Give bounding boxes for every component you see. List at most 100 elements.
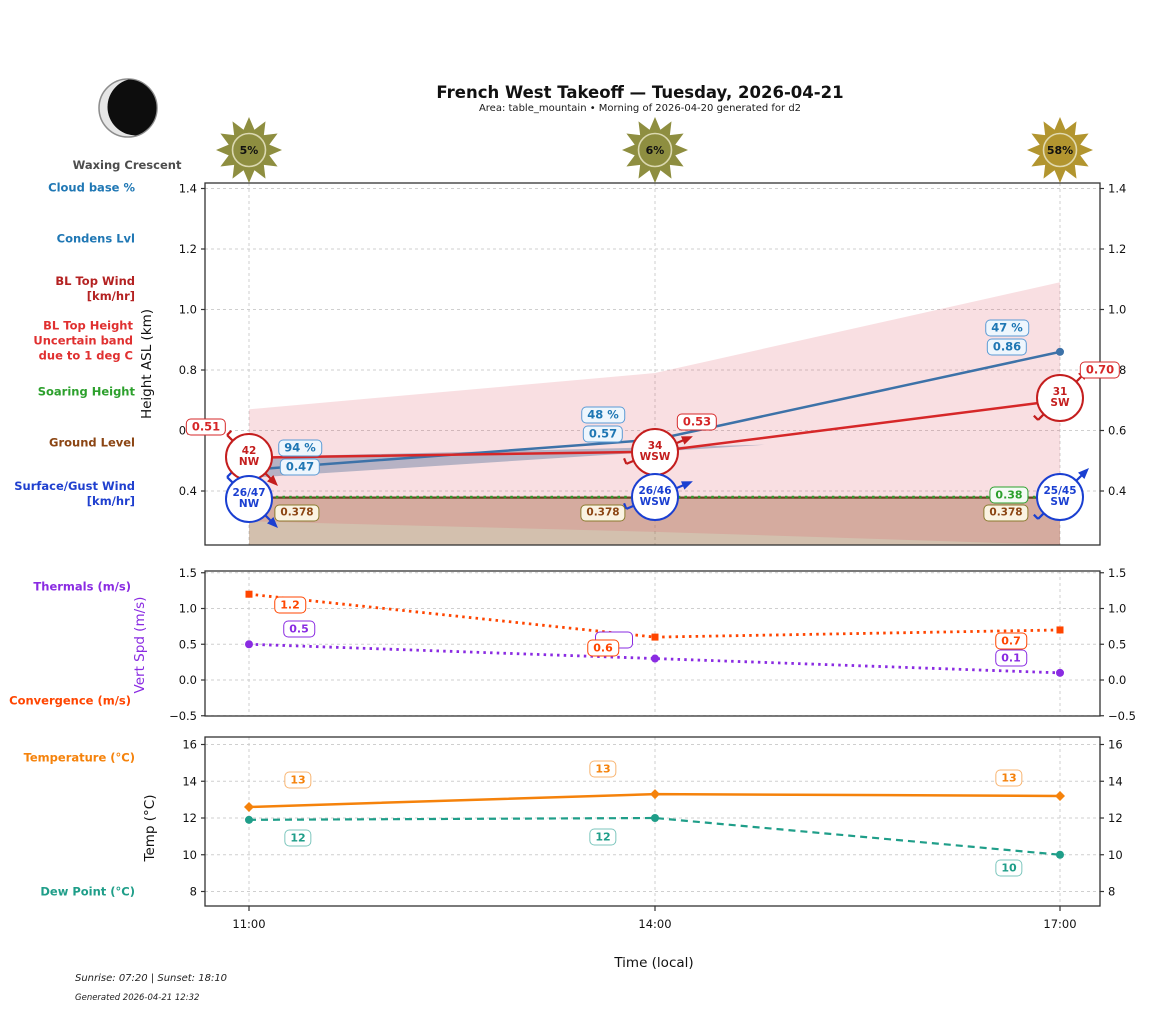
ytick-label-right: 16 xyxy=(1108,738,1123,752)
sun-percent-label: 58% xyxy=(1047,144,1073,157)
bl-top-height-label: 0.51 xyxy=(185,418,227,436)
ytick-label-left: 16 xyxy=(182,738,197,752)
ytick-label-right: 8 xyxy=(1108,885,1115,899)
bl-top-wind-marker-text: 42 xyxy=(241,444,257,457)
legend-surface-gust-wind-line: Surface/Gust Wind xyxy=(14,479,135,493)
legend-bl-top-wind: BL Top Wind [km/hr] xyxy=(55,274,135,304)
ytick-label-left: 0.4 xyxy=(179,484,197,498)
condens-lvl-label: 0.86 xyxy=(986,338,1028,356)
bl-top-wind-marker-text: SW xyxy=(1050,397,1070,409)
ytick-label-left: 0.0 xyxy=(179,673,197,687)
bl-top-wind-marker: 34 WSW xyxy=(631,428,679,476)
legend-condens-lvl: Condens Lvl xyxy=(57,232,135,247)
ytick-label-right: 1.2 xyxy=(1108,242,1126,256)
thermals-marker xyxy=(245,640,253,649)
legend-temperature: Temperature (°C) xyxy=(24,751,135,766)
ytick-label-right: −0.5 xyxy=(1108,709,1136,723)
condens-lvl-marker xyxy=(1056,347,1064,356)
ytick-label-right: 1.4 xyxy=(1108,182,1126,196)
page-subtitle: Area: table_mountain • Morning of 2026-0… xyxy=(478,103,802,114)
dew-point-marker xyxy=(245,815,253,824)
bl-top-wind-marker-text: 34 xyxy=(647,439,663,452)
thermals-label: 0.5 xyxy=(283,620,315,638)
cloud-base-pct-label: 48 % xyxy=(581,406,625,424)
ytick-label-right: 0.6 xyxy=(1108,424,1126,438)
series-dew-point xyxy=(248,816,1061,856)
plot-border xyxy=(204,736,1101,907)
sun-percent-label: 6% xyxy=(646,144,665,157)
temperature-label: 13 xyxy=(589,760,617,778)
legend-condens-lvl-line: Condens Lvl xyxy=(56,231,135,246)
ytick-label-right: 0.0 xyxy=(1108,673,1126,687)
xtick-label: 11:00 xyxy=(232,917,265,931)
ytick-label-left: 0.5 xyxy=(179,637,197,651)
surface-wind-marker: 25/45 SW xyxy=(1036,473,1084,521)
plot-border xyxy=(204,570,1101,717)
wind-barb-hook xyxy=(226,430,233,436)
page-title: French West Takeoff — Tuesday, 2026-04-2… xyxy=(436,83,844,102)
legend-bl-top-wind-line: [km/hr] xyxy=(86,289,135,303)
legend-bl-top-height-line: Uncertain band xyxy=(33,333,133,348)
temperature-label: 13 xyxy=(284,771,312,789)
ytick-label-left: 12 xyxy=(182,811,197,825)
wind-arrow-head xyxy=(267,517,278,528)
legend-surface-gust-wind: Surface/Gust Wind [km/hr] xyxy=(14,479,135,509)
wind-arrow-head xyxy=(680,436,693,445)
ytick-label-right: 1.0 xyxy=(1108,303,1126,317)
series-thermals xyxy=(248,642,1061,675)
ytick-label-right: 12 xyxy=(1108,811,1123,825)
series-convergence xyxy=(248,592,1061,639)
xtick-label: 17:00 xyxy=(1043,917,1076,931)
legend-bl-top-height: BL Top Height Uncertain band due to 1 deg … xyxy=(33,319,133,364)
cloud-base-pct-label: 47 % xyxy=(985,319,1029,337)
surface-wind-marker: 26/46 WSW xyxy=(631,473,679,521)
legend-dew-point: Dew Point (°C) xyxy=(40,885,135,900)
bl-top-wind-marker: 42 NW xyxy=(225,433,273,481)
bl-top-uncertainty-band xyxy=(249,282,1060,545)
surface-wind-marker-text: WSW xyxy=(639,496,671,508)
condens-uncertainty-wedge xyxy=(249,444,765,478)
ytick-label-left: 1.4 xyxy=(179,182,197,196)
convergence-marker xyxy=(651,633,659,641)
sun-icon-disc xyxy=(1042,132,1078,168)
legend-temperature-line: Temperature (°C) xyxy=(23,750,135,765)
dew-point-marker xyxy=(1056,850,1064,859)
wind-arrow-head xyxy=(1078,468,1089,479)
legend-soaring-height: Soaring Height xyxy=(38,385,135,400)
legend-dew-point-line: Dew Point (°C) xyxy=(40,884,135,899)
legend-convergence: Convergence (m/s) xyxy=(9,694,131,709)
legend-convergence-line: Convergence (m/s) xyxy=(9,693,131,708)
wind-arrow-head xyxy=(267,475,278,486)
surface-wind-marker-text: NW xyxy=(238,498,260,510)
wind-barb-hook xyxy=(623,502,628,510)
yaxis-label-vertspd: Vert Spd (m/s) xyxy=(132,596,148,694)
dew-point-label: 12 xyxy=(589,828,617,846)
wind-arrow-head xyxy=(680,481,693,490)
generated-note: Generated 2026-04-21 12:32 xyxy=(75,993,200,1003)
convergence-label: 1.2 xyxy=(274,596,306,614)
condens-lvl-label: 0.57 xyxy=(582,425,624,443)
convergence-label: 0.6 xyxy=(587,639,619,657)
dew-point-marker xyxy=(651,814,659,822)
bl-top-height-label: 0.70 xyxy=(1079,361,1121,379)
cloud-base-pct-label: 94 % xyxy=(278,439,322,457)
ytick-label-left: 1.5 xyxy=(179,566,197,580)
surface-wind-marker-text: 26/46 xyxy=(638,484,672,497)
ytick-label-right: 1.0 xyxy=(1108,602,1126,616)
ytick-label-right: 1.5 xyxy=(1108,566,1126,580)
wind-barb-hook xyxy=(1033,513,1039,520)
ground-level-label: 0.378 xyxy=(580,504,626,522)
convergence-marker xyxy=(1056,626,1064,634)
ytick-label-left: 8 xyxy=(190,885,197,899)
wind-barb-hook xyxy=(623,457,628,465)
legend-cloud-base: Cloud base % xyxy=(48,181,135,196)
legend-thermals-line: Thermals (m/s) xyxy=(33,579,131,594)
surface-wind-marker-text: 25/45 xyxy=(1043,484,1077,497)
surface-wind-marker: 26/47 NW xyxy=(225,475,273,523)
temperature-label: 13 xyxy=(995,769,1023,787)
moon-phase-label: Waxing Crescent xyxy=(72,158,182,172)
convergence-label: 0.7 xyxy=(995,632,1027,650)
